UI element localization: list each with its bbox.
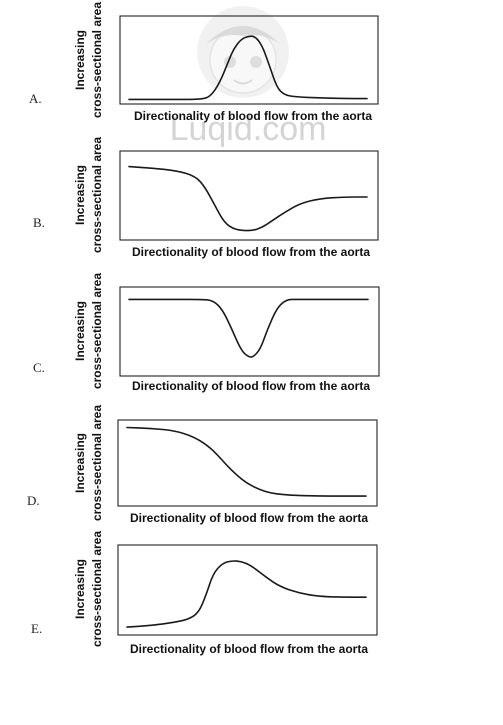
watermark: Luqid.com xyxy=(170,6,327,148)
y-axis-label: Increasing cross-sectional area xyxy=(73,405,104,521)
chart-panel: B. Increasing cross-sectional area Directio… xyxy=(33,137,379,259)
x-axis-label: Directionality of blood flow from the ao… xyxy=(130,642,368,656)
option-letter: D. xyxy=(27,493,40,508)
option-letter: C. xyxy=(33,360,45,375)
plot-frame xyxy=(117,544,378,636)
option-letter: A. xyxy=(29,91,42,106)
chart-panel: C. Increasing cross-sectional area Directio… xyxy=(33,273,380,393)
series-line xyxy=(126,560,367,628)
series-line xyxy=(126,426,367,497)
chart-panel: D. Increasing cross-sectional area Directio… xyxy=(27,405,378,525)
chart-panel: E. Increasing cross-sectional area Directio… xyxy=(31,531,378,656)
x-axis-label: Directionality of blood flow from the ao… xyxy=(130,511,368,525)
y-axis-label: Increasing cross-sectional area xyxy=(73,531,104,647)
watermark-text: Luqid.com xyxy=(170,110,327,148)
x-axis-label: Directionality of blood flow from the ao… xyxy=(132,245,370,259)
series-line xyxy=(128,165,368,232)
chart-panel: A. Increasing cross-sectional area Directio… xyxy=(29,2,379,123)
series-line xyxy=(128,298,369,358)
plot-frame xyxy=(119,15,379,105)
option-letter: B. xyxy=(33,215,45,230)
option-letter: E. xyxy=(31,621,42,636)
plot-frame xyxy=(119,286,380,377)
x-axis-label: Directionality of blood flow from the ao… xyxy=(132,379,370,393)
plot-frame xyxy=(117,419,378,507)
y-axis-label: Increasing cross-sectional area xyxy=(73,137,104,253)
x-axis-label: Directionality of blood flow from the ao… xyxy=(134,109,372,123)
series-line xyxy=(128,35,368,101)
plot-frame xyxy=(119,150,379,241)
y-axis-label: Increasing cross-sectional area xyxy=(73,273,104,389)
watermark-face-icon xyxy=(197,6,289,98)
y-axis-label: Increasing cross-sectional area xyxy=(73,2,104,118)
